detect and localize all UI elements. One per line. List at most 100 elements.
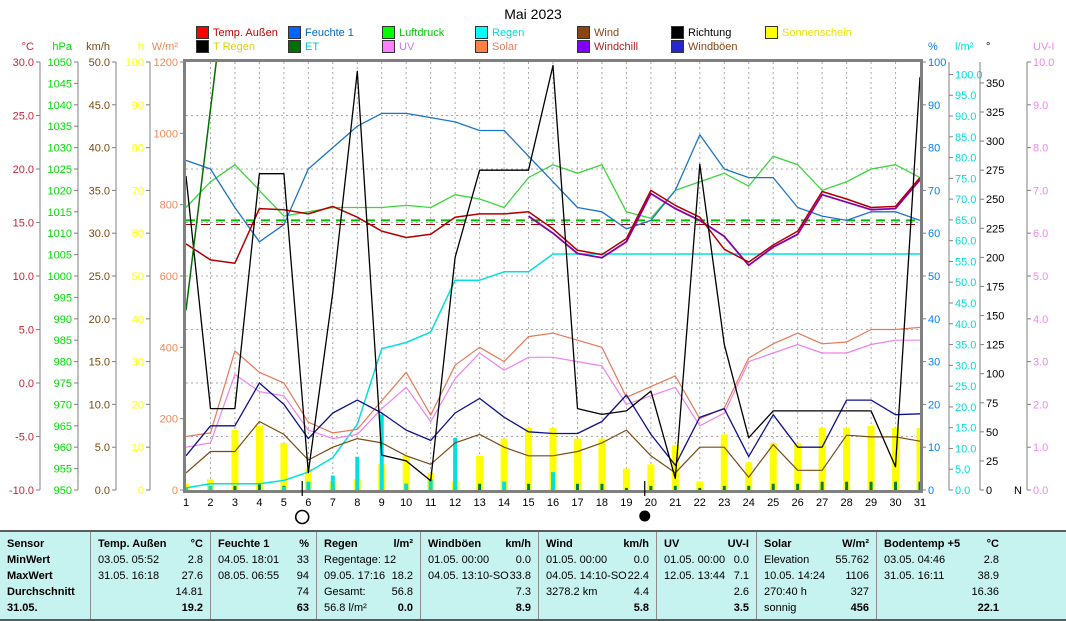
axis-unit-label: h (138, 41, 144, 53)
legend-swatch-icon (577, 26, 590, 39)
summary-column-unit: °C (190, 538, 203, 550)
x-label-day: 1 (183, 497, 189, 509)
summary-column-unit: km/h (623, 538, 649, 550)
axis-tick-label: 1020 (48, 185, 72, 197)
legend-swatch-icon (288, 26, 301, 39)
legend-item-windchill: Windchill (577, 40, 638, 53)
axis-tick-label: 10.0 (13, 271, 34, 283)
axis-tick-label: 100.0 (955, 69, 983, 81)
axis-tick-label: 6.0 (1033, 228, 1048, 240)
axis-tick-label: 45.0 (89, 100, 110, 112)
axis-tick-label: 125 (986, 340, 1004, 352)
x-label-day: 10 (400, 497, 412, 509)
summary-column-unit: % (299, 538, 309, 550)
summary-cell-value: 327 (850, 586, 869, 598)
summary-cell: 04.05. 18:01 33 (218, 552, 309, 568)
summary-cell-value: 18.2 (391, 570, 413, 582)
summary-cell: 08.05. 06:55 94 (218, 568, 309, 584)
summary-cell-label: 04.05. 18:01 (218, 554, 280, 566)
summary-row-label: Durchschnitt (7, 586, 75, 598)
axis-tick-label: -10.0 (9, 485, 34, 497)
bar-t-regen-day10 (404, 483, 409, 490)
x-label-day: 31 (914, 497, 926, 509)
x-label-day: 28 (840, 497, 852, 509)
axis-tick-label: 4.0 (1033, 314, 1048, 326)
bar-et-day18 (600, 483, 604, 490)
legend-label: Wind (594, 26, 620, 39)
summary-cell-value: 0.0 (515, 554, 531, 566)
bar-et-day23 (722, 485, 726, 490)
axis-tick-label: 1050 (48, 57, 72, 69)
axis-tick-label: 35.0 (89, 185, 110, 197)
axis-tick-label: 1040 (48, 100, 72, 112)
summary-cell: 04.05. 13:10-SO 33.8 (428, 568, 531, 584)
summary-cell: 14.81 (98, 584, 203, 600)
axis-tick-label: 100 (126, 57, 144, 69)
axis-tick-label: -5.0 (15, 432, 34, 444)
x-label-day: 25 (767, 497, 779, 509)
x-label-day: 18 (596, 497, 608, 509)
x-label-day: 3 (232, 497, 238, 509)
axis-tick-label: 0 (928, 485, 934, 497)
summary-row-label: MaxWert (7, 570, 53, 582)
x-axis: 1 2 3 4 5 6 7 8 9 10 11 12 13 14 15 16 17 18 19 20 21 22 23 24 2… (183, 481, 926, 525)
summary-column-name: Solar (764, 538, 792, 550)
summary-column-feuchte-1: Feuchte 1% 04.05. 18:01 33 08.05. 06:55 94 74… (210, 532, 316, 619)
axis-tick-label: 5.0 (955, 464, 970, 476)
axis-tick-label: 1025 (48, 164, 72, 176)
bar-sonnenschein-day20 (647, 464, 655, 490)
summary-cell-value: 22.4 (627, 570, 649, 582)
axis-tick-label: 20.0 (89, 314, 110, 326)
chart-plot: 30.025.020.015.010.05.00.0-5.0-10.0°C105… (9, 41, 1054, 525)
legend-item-temp-au-en: Temp. Außen (196, 26, 278, 39)
legend-item-uv: UV (382, 40, 414, 53)
axis-tick-label: 75 (986, 398, 998, 410)
summary-cell-value: 0.0 (633, 554, 649, 566)
summary-cell-value: 74 (296, 586, 309, 598)
axis-tick-label: 65.0 (955, 215, 976, 227)
summary-column-header: UV UV-I (664, 536, 749, 552)
axis-tick-label: 0 (138, 485, 144, 497)
summary-cell: 01.05. 00:00 0.0 (664, 552, 749, 568)
bar-sonnenschein-day28 (843, 427, 851, 490)
summary-cell-label: 31.05. 16:11 (884, 570, 945, 582)
summary-cell: 16.36 (884, 584, 999, 600)
summary-cell-value: 2.8 (187, 554, 203, 566)
axis-tick-label: 70.0 (955, 194, 976, 206)
bar-et-day21 (673, 485, 677, 490)
summary-column-header: Bodentemp +5 °C (884, 536, 999, 552)
axis-unit-label: ° (986, 41, 990, 53)
axis-hPa: 1050 1045 1040 1035 1030 1025 1020 1015 1010 1005… (48, 41, 79, 497)
axis-tick-label: 1035 (48, 121, 72, 133)
axis-tick-label: 85.0 (955, 132, 976, 144)
bar-t-regen-day16 (551, 472, 555, 490)
axis-tick-label: 0 (986, 485, 992, 497)
legend-label: UV (399, 40, 415, 53)
bar-sonnenschein-day18 (598, 438, 606, 490)
axis-tick-label: 20 (132, 399, 144, 411)
axis-lm: 100.0 95.0 90.0 85.0 80.0 75.0 70.0 65.0 60.0 55.… (948, 41, 983, 497)
summary-column-unit: °C (986, 538, 999, 550)
bar-et-day13 (478, 483, 482, 490)
bar-sonnenschein-day5 (280, 442, 288, 490)
summary-cell-label: 04.05. 14:10-SO (546, 570, 627, 582)
summary-cell: 12.05. 13:44 7.1 (664, 568, 749, 584)
bar-et-day19 (624, 487, 628, 490)
series-et-rising-segment (186, 62, 217, 311)
summary-column-header: Temp. Außen °C (98, 536, 203, 552)
summary-column-name: Regen (324, 538, 358, 550)
bar-sonnenschein-day13 (476, 455, 484, 490)
series-temp-au-en-line (186, 177, 920, 264)
bar-sonnenschein-day31 (916, 427, 920, 490)
bar-t-regen-day12 (453, 438, 458, 490)
bar-et-day25 (771, 483, 775, 490)
axis-tick-label: 5.0 (19, 325, 34, 337)
summary-cell: 03.05. 04:46 2.8 (884, 552, 999, 568)
legend-swatch-icon (475, 40, 488, 53)
legend-label: ET (305, 40, 320, 53)
summary-row-label: Sensor (7, 538, 45, 550)
axis-tick-label: 1000 (154, 128, 178, 140)
series-luftdruck-line (186, 155, 920, 219)
summary-cell: 03.05. 05:52 2.8 (98, 552, 203, 568)
summary-column-regen: Regen l/m² Regentage: 12 09.05. 17:16 18.2 Ge… (316, 532, 420, 619)
